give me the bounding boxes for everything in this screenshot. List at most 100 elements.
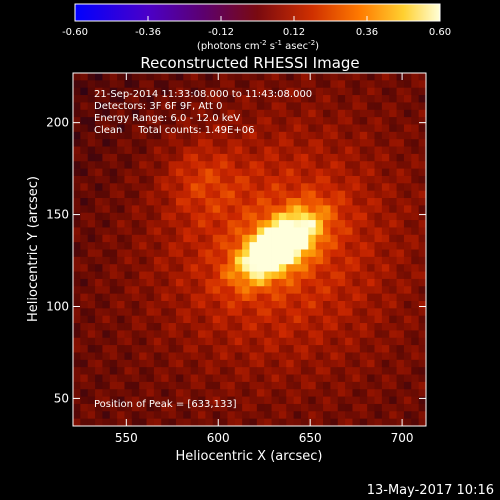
heatmap-cell — [256, 293, 265, 302]
heatmap-cell — [381, 345, 390, 353]
heatmap-cell — [95, 345, 103, 353]
heatmap-cell — [278, 330, 287, 339]
heatmap-cell — [220, 73, 228, 81]
heatmap-cell — [190, 175, 199, 184]
heatmap-cell — [418, 323, 426, 331]
heatmap-cell — [139, 205, 147, 214]
heatmap-cell — [300, 352, 309, 361]
heatmap-cell — [80, 367, 89, 375]
heatmap-cell — [264, 109, 272, 118]
heatmap-cell — [403, 80, 412, 89]
heatmap-cell — [374, 102, 383, 111]
heatmap-cell — [161, 168, 169, 177]
heatmap-cell — [80, 212, 89, 221]
heatmap-cell — [131, 271, 140, 280]
heatmap-cell — [396, 411, 405, 420]
heatmap-cell — [198, 109, 206, 118]
heatmap-cell — [381, 80, 390, 89]
heatmap-cell — [131, 139, 140, 147]
heatmap-cell — [161, 367, 169, 375]
heatmap-cell — [212, 242, 221, 250]
heatmap-cell — [198, 242, 206, 250]
heatmap-cell — [205, 293, 214, 302]
heatmap-cell — [293, 374, 302, 383]
heatmap-cell — [102, 175, 111, 184]
heatmap-cell — [315, 80, 324, 89]
heatmap-cell — [153, 271, 162, 280]
heatmap-cell — [300, 139, 309, 147]
heatmap-cell — [139, 308, 147, 317]
heatmap-cell — [308, 234, 317, 243]
heatmap-cell — [124, 330, 133, 339]
heatmap-cell — [359, 242, 368, 250]
heatmap-cell — [286, 124, 295, 133]
heatmap-cell — [124, 403, 133, 412]
heatmap-cell — [95, 102, 103, 111]
heatmap-cell — [337, 87, 346, 96]
heatmap-cell — [220, 396, 228, 405]
heatmap-cell — [359, 381, 368, 390]
heatmap-cell — [389, 352, 397, 361]
heatmap-cell — [271, 205, 280, 214]
heatmap-cell — [249, 381, 258, 390]
heatmap-cell — [323, 212, 331, 221]
heatmap-cell — [87, 212, 96, 221]
heatmap-cell — [345, 146, 353, 155]
heatmap-cell — [146, 249, 155, 258]
heatmap-cell — [139, 396, 147, 405]
heatmap-cell — [212, 205, 221, 214]
heatmap-cell — [73, 95, 81, 103]
heatmap-cell — [359, 146, 368, 155]
heatmap-cell — [139, 323, 147, 331]
heatmap-cell — [198, 330, 206, 339]
heatmap-cell — [381, 389, 390, 397]
heatmap-cell — [293, 315, 302, 324]
heatmap-cell — [411, 359, 420, 368]
heatmap-cell — [389, 337, 397, 346]
heatmap-cell — [117, 87, 125, 96]
heatmap-cell — [271, 352, 280, 361]
heatmap-cell — [403, 374, 412, 383]
heatmap-cell — [264, 117, 272, 125]
heatmap-cell — [80, 264, 89, 272]
heatmap-cell — [117, 220, 125, 228]
heatmap-cell — [278, 264, 287, 272]
heatmap-cell — [220, 190, 228, 199]
heatmap-cell — [271, 264, 280, 272]
heatmap-cell — [153, 308, 162, 317]
heatmap-cell — [80, 73, 89, 81]
heatmap-cell — [308, 300, 317, 309]
heatmap-cell — [242, 271, 250, 280]
heatmap-cell — [330, 315, 339, 324]
heatmap-cell — [131, 117, 140, 125]
heatmap-cell — [212, 256, 221, 265]
heatmap-cell — [234, 161, 243, 169]
heatmap-cell — [323, 87, 331, 96]
heatmap-cell — [131, 212, 140, 221]
heatmap-cell — [80, 286, 89, 295]
heatmap-cell — [161, 411, 169, 420]
heatmap-cell — [352, 286, 361, 295]
heatmap-cell — [183, 374, 192, 383]
heatmap-cell — [278, 242, 287, 250]
heatmap-cell — [249, 396, 258, 405]
heatmap-cell — [198, 345, 206, 353]
heatmap-cell — [286, 205, 295, 214]
heatmap-cell — [146, 146, 155, 155]
heatmap-cell — [73, 308, 81, 317]
heatmap-cell — [198, 352, 206, 361]
heatmap-cell — [139, 271, 147, 280]
heatmap-cell — [381, 168, 390, 177]
heatmap-cell — [418, 300, 426, 309]
heatmap-cell — [256, 359, 265, 368]
heatmap-cell — [352, 124, 361, 133]
heatmap-cell — [323, 286, 331, 295]
heatmap-cell — [418, 396, 426, 405]
heatmap-cell — [175, 205, 184, 214]
heatmap-cell — [183, 227, 192, 236]
heatmap-cell — [396, 153, 405, 162]
heatmap-cell — [124, 396, 133, 405]
heatmap-cell — [418, 117, 426, 125]
heatmap-cell — [396, 73, 405, 81]
heatmap-cell — [124, 352, 133, 361]
